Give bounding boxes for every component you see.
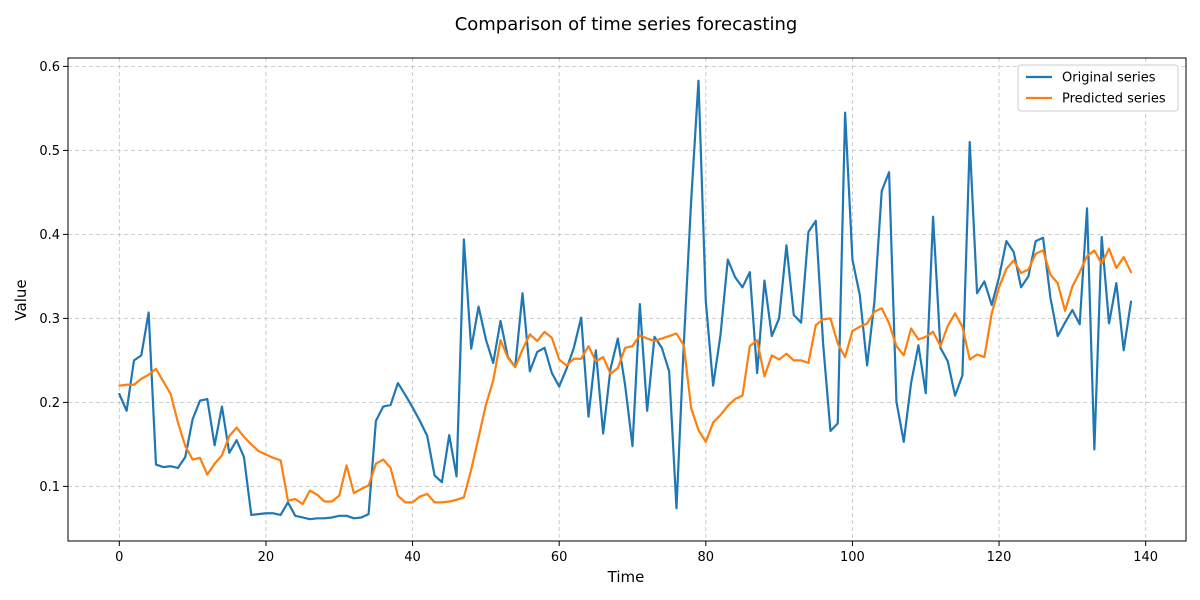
legend-entry-label: Original series: [1062, 71, 1156, 86]
series-line-original: [118, 79, 1133, 521]
x-tick-label: 100: [840, 550, 865, 565]
y-tick-label: 0.2: [39, 396, 60, 411]
y-tick-label: 0.6: [39, 60, 60, 75]
x-tick-label: 40: [404, 550, 421, 565]
x-tick-label: 120: [987, 550, 1012, 565]
x-tick-label: 0: [115, 550, 123, 565]
x-tick-label: 20: [258, 550, 275, 565]
x-axis-label: Time: [607, 568, 645, 586]
legend: Original series Predicted series: [1017, 64, 1179, 112]
y-tick-label: 0.1: [39, 480, 60, 495]
plot-area-frame: [67, 57, 1187, 542]
x-tick-label: 140: [1133, 550, 1158, 565]
series-line-predicted: [118, 247, 1133, 506]
y-tick-label: 0.4: [39, 228, 60, 243]
x-tick-label: 60: [551, 550, 568, 565]
legend-box: [1017, 64, 1179, 112]
legend-entry-label: Predicted series: [1062, 92, 1166, 107]
grid-lines: [68, 58, 1186, 541]
y-tick-label: 0.3: [39, 312, 60, 327]
y-tick-label: 0.5: [39, 144, 60, 159]
x-tick-label: 80: [698, 550, 715, 565]
y-axis-label: Value: [12, 279, 30, 320]
chart-title: Comparison of time series forecasting: [455, 14, 798, 35]
axis-ticks: 0 20 40 60 80 100 120 140 0.1 0.2 0.3 0.4 0.5 0.6: [39, 60, 1158, 565]
series-lines: [118, 79, 1133, 521]
